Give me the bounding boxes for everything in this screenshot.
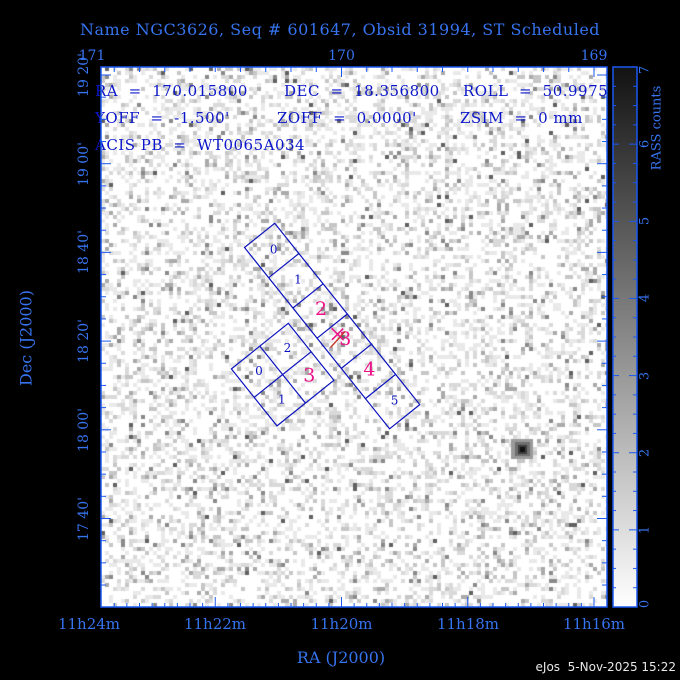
xtick-11h20m: 11h20m bbox=[310, 615, 373, 633]
xtick-11h22m: 11h22m bbox=[183, 615, 247, 633]
acis-s-array-outline[interactable] bbox=[243, 222, 421, 430]
aimpoint-marker-icon[interactable] bbox=[329, 327, 346, 348]
chip-label-s5: 5 bbox=[391, 394, 399, 408]
info-zoff: ZOFF = 0.0000' bbox=[277, 109, 417, 127]
xtick-top-171: 171 bbox=[78, 48, 106, 64]
chip-label-s0: 0 bbox=[270, 243, 278, 257]
info-yoff: YOFF = -1.500' bbox=[95, 109, 230, 127]
chip-label-i1: 1 bbox=[278, 392, 286, 406]
xtick-11h16m: 11h16m bbox=[562, 615, 626, 633]
xtick-11h18m: 11h18m bbox=[436, 615, 500, 633]
info-dec: DEC = 18.356800 bbox=[284, 82, 440, 100]
xtick-11h24m: 11h24m bbox=[57, 615, 121, 633]
sky-image[interactable] bbox=[101, 67, 607, 607]
observation-title: Name NGC3626, Seq # 601647, Obsid 31994,… bbox=[79, 20, 601, 39]
chip-label-s2: 2 bbox=[315, 298, 327, 320]
chip-label-i0: 0 bbox=[255, 364, 263, 378]
user-timestamp: eJos 5-Nov-2025 15:22 bbox=[535, 660, 676, 674]
chip-label-i2: 2 bbox=[284, 341, 292, 355]
axis-ticks bbox=[101, 66, 637, 608]
info-roll: ROLL = 50.9975 bbox=[463, 82, 609, 100]
chip-label-s1: 1 bbox=[294, 273, 302, 287]
xtick-top-169: 169 bbox=[580, 48, 608, 64]
xtick-top-170: 170 bbox=[328, 48, 355, 64]
plot-frame bbox=[100, 66, 608, 608]
x-axis-title: RA (J2000) bbox=[296, 648, 386, 667]
chip-label-s4: 4 bbox=[363, 358, 375, 380]
acis-i-array-outline[interactable] bbox=[230, 322, 335, 427]
info-acis-pb: ACIS PB = WT0065A034 bbox=[95, 136, 306, 154]
chip-label-i3: 3 bbox=[303, 365, 315, 387]
info-ra: RA = 170.015800 bbox=[95, 82, 248, 100]
info-zsim: ZSIM = 0 mm bbox=[460, 109, 583, 127]
